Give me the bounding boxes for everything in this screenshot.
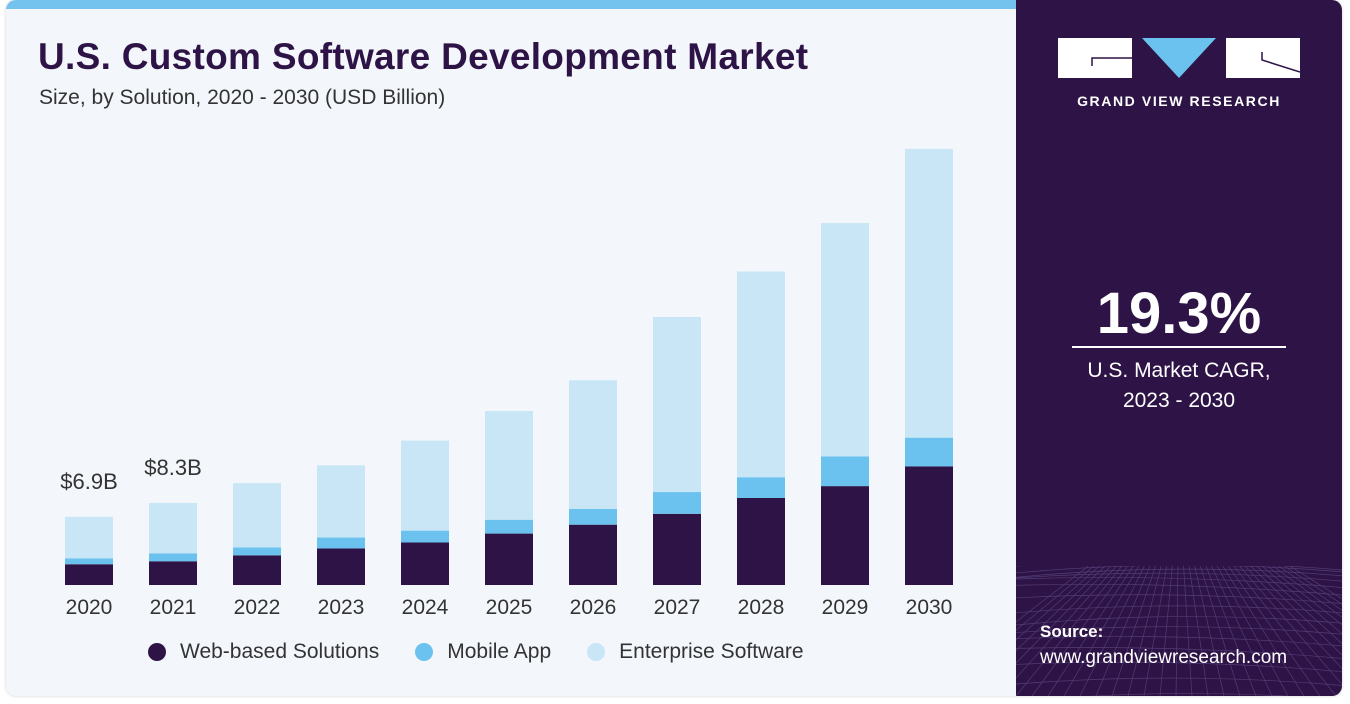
brand-name: GRAND VIEW RESEARCH — [1077, 93, 1281, 109]
bar-web-based-solutions-2028 — [737, 497, 785, 585]
sidebar-panel: GRAND VIEW RESEARCH 19.3% U.S. Market CA… — [1016, 0, 1342, 696]
accent-bar — [6, 0, 1016, 9]
cagr-label-line2: 2023 - 2030 — [1122, 389, 1236, 412]
legend-item-web-based-solutions: Web-based Solutions — [148, 640, 379, 664]
x-tick-label-2021: 2021 — [150, 596, 197, 619]
bar-mobile-app-2026 — [569, 508, 617, 525]
bar-web-based-solutions-2027 — [653, 513, 701, 585]
bar-web-based-solutions-2025 — [485, 533, 533, 585]
bar-web-based-solutions-2022 — [233, 555, 281, 585]
bar-mobile-app-2021 — [149, 553, 197, 562]
bar-enterprise-software-2026 — [569, 380, 617, 509]
bar-enterprise-software-2022 — [233, 483, 281, 548]
bar-web-based-solutions-2020 — [65, 564, 113, 585]
decorative-mesh-background — [1016, 566, 1342, 696]
bar-enterprise-software-2023 — [317, 465, 365, 538]
bar-web-based-solutions-2023 — [317, 548, 365, 585]
legend-label-mobile-app: Mobile App — [447, 640, 552, 663]
bar-mobile-app-2024 — [401, 530, 449, 543]
bar-web-based-solutions-2029 — [821, 486, 869, 585]
grand-view-research-logo — [1058, 38, 1300, 78]
legend-label-enterprise-software: Enterprise Software — [619, 640, 804, 663]
bar-mobile-app-2027 — [653, 492, 701, 514]
x-tick-label-2022: 2022 — [234, 596, 281, 619]
x-tick-label-2027: 2027 — [654, 596, 701, 619]
x-tick-label-2025: 2025 — [486, 596, 533, 619]
bar-web-based-solutions-2030 — [905, 466, 953, 585]
source-label: Source: — [1040, 622, 1104, 641]
legend-item-mobile-app: Mobile App — [415, 640, 551, 664]
bar-enterprise-software-2020 — [65, 516, 113, 559]
bar-enterprise-software-2027 — [653, 317, 701, 493]
x-tick-label-2029: 2029 — [822, 596, 869, 619]
bar-web-based-solutions-2021 — [149, 561, 197, 585]
cagr-label: U.S. Market CAGR, 2023 - 2030 — [1016, 356, 1342, 416]
legend-swatch-web-based-solutions — [148, 643, 166, 661]
data-label-2021: $8.3B — [144, 455, 202, 480]
chart-title: U.S. Custom Software Development Market — [38, 36, 809, 77]
bar-web-based-solutions-2026 — [569, 524, 617, 585]
bar-mobile-app-2030 — [905, 437, 953, 467]
cagr-label-line1: U.S. Market CAGR, — [1087, 359, 1271, 382]
x-tick-label-2030: 2030 — [906, 596, 953, 619]
chart-legend: Web-based Solutions Mobile App Enterpris… — [148, 640, 840, 664]
bar-enterprise-software-2025 — [485, 410, 533, 520]
source-url: www.grandviewresearch.com — [1040, 647, 1288, 668]
bar-enterprise-software-2028 — [737, 271, 785, 478]
legend-swatch-enterprise-software — [587, 643, 606, 661]
bar-mobile-app-2022 — [233, 547, 281, 556]
bar-enterprise-software-2024 — [401, 440, 449, 531]
bar-mobile-app-2028 — [737, 477, 785, 498]
bar-enterprise-software-2030 — [905, 148, 953, 438]
bar-enterprise-software-2029 — [821, 223, 869, 457]
bar-mobile-app-2020 — [65, 558, 113, 565]
bar-mobile-app-2029 — [821, 456, 869, 487]
bar-enterprise-software-2021 — [149, 502, 197, 554]
chart-subtitle: Size, by Solution, 2020 - 2030 (USD Bill… — [39, 86, 446, 109]
x-tick-label-2026: 2026 — [570, 596, 617, 619]
x-tick-label-2020: 2020 — [66, 596, 113, 619]
bar-mobile-app-2023 — [317, 537, 365, 549]
x-tick-label-2028: 2028 — [738, 596, 785, 619]
bar-web-based-solutions-2024 — [401, 542, 449, 585]
legend-swatch-mobile-app — [415, 643, 434, 661]
legend-label-web-based-solutions: Web-based Solutions — [180, 640, 380, 663]
legend-item-enterprise-software: Enterprise Software — [587, 640, 804, 664]
cagr-value: 19.3% — [1096, 281, 1262, 346]
stacked-bar-chart: 2020 2021 2022 2023 2024 2025 2026 2027 2028 2029… — [60, 148, 953, 619]
infographic-card: U.S. Custom Software Development Market … — [6, 0, 1342, 696]
bar-mobile-app-2025 — [485, 519, 533, 534]
x-tick-label-2024: 2024 — [402, 596, 449, 619]
x-tick-label-2023: 2023 — [318, 596, 365, 619]
cagr-divider — [1072, 346, 1286, 348]
data-label-2020: $6.9B — [60, 469, 118, 494]
